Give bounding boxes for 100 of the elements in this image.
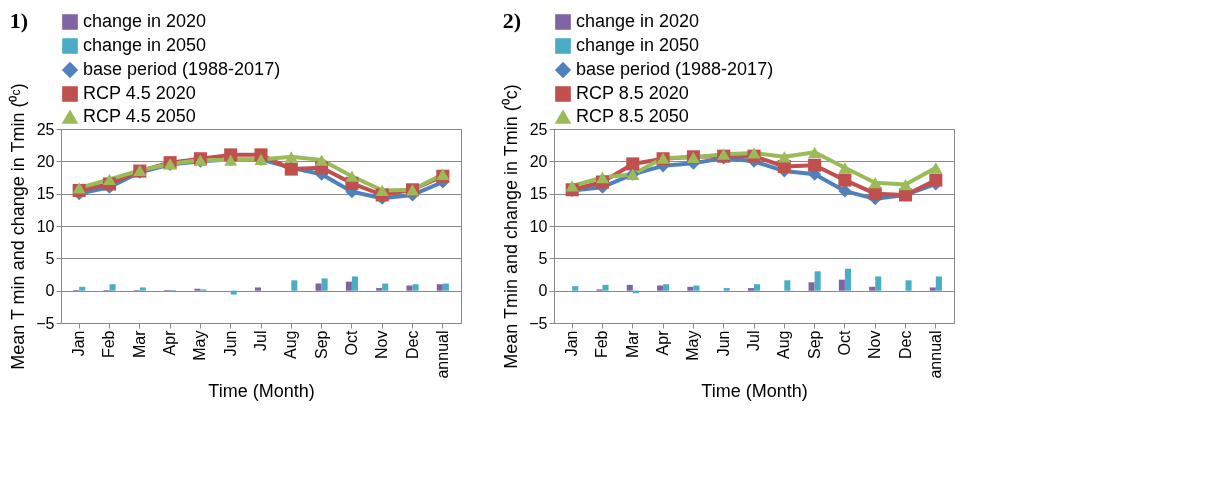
point — [808, 146, 822, 158]
point — [595, 171, 609, 184]
x-tick-label: Feb — [100, 330, 118, 359]
x-tick-label: Dec — [403, 330, 421, 359]
bar — [139, 287, 146, 291]
chart-title: 2) — [502, 8, 522, 33]
legend-label: RCP 8.5 2050 — [576, 106, 689, 126]
point — [626, 157, 640, 171]
bar — [79, 286, 86, 291]
y-tick-label: 20 — [529, 152, 548, 170]
x-tick-label: Oct — [835, 329, 853, 356]
bar — [254, 287, 261, 291]
y-axis-title: Mean Tmin and change in Tmin (⁰c) — [501, 84, 522, 369]
x-tick-label: May — [191, 330, 209, 361]
x-tick-label: Sep — [805, 330, 823, 359]
x-tick-label: Nov — [866, 330, 884, 359]
x-tick-label: Nov — [373, 330, 391, 359]
bar — [693, 285, 700, 291]
point — [929, 173, 943, 187]
bar — [291, 280, 298, 291]
bar — [814, 271, 821, 291]
bar — [230, 290, 237, 295]
x-tick-label: Dec — [896, 330, 914, 359]
bar — [784, 280, 791, 291]
legend-label: RCP 8.5 2020 — [576, 83, 689, 103]
bar — [657, 285, 664, 291]
point — [284, 151, 298, 163]
point — [899, 178, 913, 191]
bar — [436, 284, 443, 291]
y-axis-title: Mean T min and change in Tmin (⁰ᶜ) — [8, 83, 29, 370]
y-tick-label: 25 — [529, 120, 548, 138]
x-tick-label: Jan — [70, 330, 88, 357]
bar — [572, 286, 579, 291]
bar — [844, 268, 851, 291]
point — [102, 173, 116, 186]
legend-label: change in 2020 — [83, 11, 207, 31]
point — [868, 177, 882, 189]
bar — [935, 276, 942, 291]
bar — [406, 285, 413, 291]
x-tick-label: Apr — [654, 329, 672, 356]
bar — [109, 284, 116, 291]
bar — [747, 288, 754, 291]
legend-label: base period (1988-2017) — [576, 59, 774, 79]
x-tick-label: Aug — [775, 330, 793, 359]
y-tick-label: 5 — [538, 249, 548, 267]
point — [565, 180, 579, 192]
legend-label: change in 2050 — [576, 35, 700, 55]
x-tick-label: Feb — [593, 330, 611, 359]
y-tick-label: 25 — [36, 120, 55, 138]
point — [747, 147, 761, 159]
x-axis-title: Time (Month) — [208, 380, 315, 401]
bar — [663, 284, 670, 291]
point — [777, 151, 791, 163]
x-tick-label: Apr — [161, 329, 179, 356]
bar — [838, 279, 845, 291]
point — [808, 158, 822, 172]
point — [375, 184, 389, 197]
bar — [351, 276, 358, 291]
legend-label: RCP 4.5 2020 — [83, 83, 196, 103]
y-tick-label: −5 — [529, 314, 548, 332]
y-tick-label: 10 — [36, 217, 55, 235]
bar — [808, 282, 815, 291]
chart-title: 1) — [9, 8, 29, 33]
x-tick-label: Mar — [130, 329, 148, 359]
point — [315, 154, 329, 166]
bar — [345, 281, 352, 291]
legend-label: base period (1988-2017) — [83, 59, 281, 79]
bar — [321, 278, 328, 291]
legend-label: change in 2050 — [83, 35, 207, 55]
x-tick-label: annual — [433, 330, 451, 379]
x-tick-label: Oct — [342, 329, 360, 356]
x-tick-label: Jul — [745, 330, 762, 351]
point — [838, 162, 852, 174]
bar — [687, 286, 694, 291]
y-tick-label: 10 — [529, 217, 548, 235]
bar — [929, 287, 936, 291]
bar — [376, 288, 383, 291]
y-tick-label: 0 — [45, 282, 55, 300]
x-tick-label: Jun — [221, 330, 239, 357]
legend-label: change in 2020 — [576, 11, 700, 31]
bar — [412, 284, 419, 291]
x-tick-label: annual — [926, 330, 944, 379]
x-tick-label: Jan — [563, 330, 581, 357]
bar — [905, 280, 912, 291]
x-axis-title: Time (Month) — [701, 380, 808, 401]
point — [838, 173, 852, 187]
x-tick-label: May — [684, 330, 702, 361]
point — [929, 162, 943, 174]
y-tick-label: 20 — [36, 152, 55, 170]
bar — [875, 276, 882, 291]
bar — [723, 288, 730, 291]
point — [345, 170, 359, 182]
x-tick-label: Aug — [282, 330, 300, 359]
bar — [602, 284, 609, 291]
x-tick-label: Mar — [623, 329, 641, 359]
legend-label: RCP 4.5 2050 — [83, 106, 196, 126]
y-tick-label: 5 — [45, 249, 55, 267]
y-tick-label: 0 — [538, 282, 548, 300]
bar — [382, 283, 389, 291]
bar — [626, 284, 633, 291]
